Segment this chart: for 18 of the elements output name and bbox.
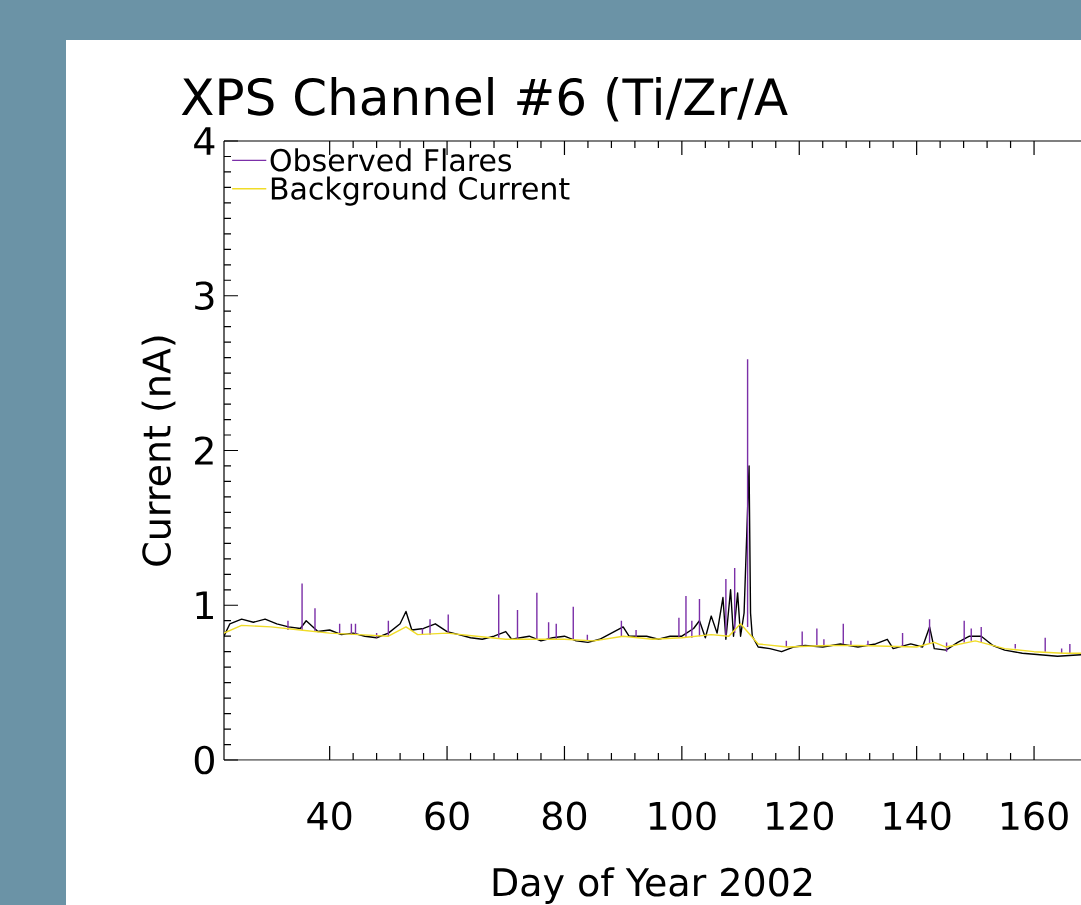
x-tick-label: 120 <box>767 801 833 831</box>
x-tick-label: 100 <box>649 801 716 831</box>
y-tick-label: 3 <box>195 281 214 311</box>
line-series <box>224 623 1081 654</box>
x-axis-title: Day of Year 2002 <box>493 867 812 904</box>
y-tick-label: 4 <box>194 127 215 155</box>
y-tick-label: 2 <box>195 436 213 465</box>
legend-label: Observed Flares <box>270 148 512 172</box>
y-axis-title: Current (nA) <box>141 336 176 566</box>
legend-label: Background Current <box>271 176 570 206</box>
chart-title: XPS Channel #6 (Ti/Zr/A <box>181 77 788 122</box>
x-tick-label: 160 <box>1001 801 1068 831</box>
y-tick-label: 1 <box>196 591 213 620</box>
x-tick-label: 40 <box>307 801 352 831</box>
x-tick-label: 80 <box>542 801 587 831</box>
x-tick-label: 60 <box>425 801 469 831</box>
y-tick-label: 0 <box>194 745 214 775</box>
x-tick-label: 140 <box>884 801 951 831</box>
